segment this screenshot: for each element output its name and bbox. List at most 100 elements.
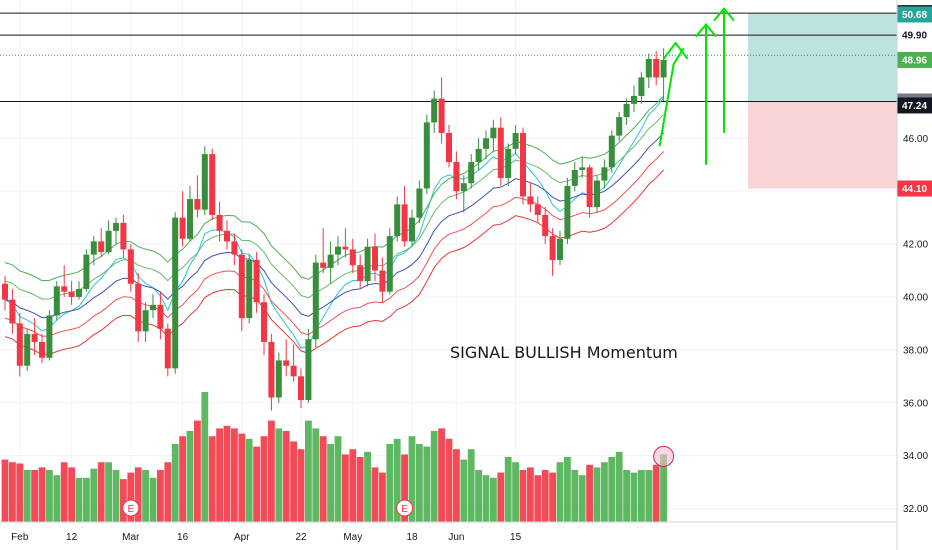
- volume-bars: [1, 392, 667, 522]
- volume-bar-71: [527, 467, 534, 522]
- volume-bar-72: [534, 475, 542, 522]
- volume-bar-39: [290, 441, 297, 522]
- volume-bar-34: [253, 446, 260, 522]
- volume-bar-32: [238, 433, 246, 522]
- time-axis: Feb 12 Mar 16 Apr 22 May 18 Jun 15: [11, 532, 521, 543]
- volume-bar-74: [549, 472, 556, 522]
- candle-body-36: [268, 341, 275, 398]
- candle-body-4: [31, 333, 38, 342]
- volume-bar-56: [416, 444, 423, 522]
- candle-body-79: [586, 167, 593, 208]
- volume-bar-33: [245, 438, 253, 522]
- earnings-marker-label-0: E: [127, 504, 134, 515]
- volume-bar-63: [467, 449, 475, 522]
- candle-body-12: [90, 241, 97, 255]
- candle-body-10: [76, 289, 82, 297]
- price-tick-label-7: 46.00: [903, 134, 928, 145]
- candle-body-82: [608, 135, 615, 168]
- ma-band-1: [4, 95, 664, 282]
- candle-body-69: [512, 132, 519, 149]
- volume-bar-69: [512, 462, 519, 522]
- price-badge-2: 49.90: [902, 31, 927, 42]
- volume-bar-41: [305, 420, 312, 522]
- risk-reward-zones: [748, 13, 897, 189]
- volume-bar-31: [231, 428, 238, 522]
- candle-body-45: [335, 246, 341, 255]
- volume-bar-46: [342, 454, 349, 522]
- volume-bar-62: [460, 459, 468, 522]
- volume-bar-42: [312, 428, 320, 522]
- candle-body-57: [423, 122, 430, 189]
- price-badge-7: 44.10: [902, 184, 927, 195]
- stop-zone: [748, 101, 897, 189]
- candle-body-73: [542, 214, 549, 237]
- volume-bar-86: [638, 470, 645, 522]
- moving-average-bands: [4, 95, 664, 356]
- candle-body-58: [431, 98, 438, 123]
- candle-body-26: [194, 199, 201, 210]
- price-badge-bg-1: [897, 6, 932, 23]
- volume-bar-0: [1, 459, 9, 522]
- price-badge-bg-2: [897, 27, 932, 44]
- candle-body-46: [342, 246, 349, 250]
- candle-body-24: [179, 217, 186, 239]
- volume-bar-11: [83, 477, 90, 522]
- volume-highlight-circle: [653, 445, 675, 467]
- time-tick-label-0: Feb: [11, 532, 29, 543]
- candle-body-63: [468, 162, 475, 184]
- candle-body-8: [61, 286, 68, 292]
- price-tick-label-5: 42.00: [903, 240, 928, 251]
- candle-body-44: [327, 254, 334, 268]
- volume-bar-36: [268, 420, 275, 522]
- candle-body-47: [349, 249, 356, 266]
- volume-bar-53: [393, 438, 401, 522]
- volume-bar-66: [490, 477, 497, 522]
- volume-bar-57: [423, 446, 431, 522]
- volume-bar-5: [38, 467, 46, 522]
- target-zone: [748, 13, 897, 102]
- candle-body-50: [372, 246, 378, 271]
- time-tick-label-6: May: [343, 532, 362, 543]
- volume-bar-1: [9, 462, 16, 522]
- candle-body-37: [275, 360, 282, 398]
- arrow-head-1: [662, 41, 689, 60]
- volume-bar-24: [179, 436, 186, 522]
- candle-body-78: [579, 167, 586, 170]
- candle-body-54: [401, 204, 408, 242]
- candle-body-48: [357, 265, 364, 282]
- price-tick-label-0: 32.00: [903, 504, 928, 515]
- candle-body-77: [571, 169, 578, 186]
- volume-highlight: [653, 445, 675, 467]
- price-badge-4: 48.96: [902, 56, 927, 67]
- volume-bar-76: [564, 457, 571, 522]
- price-badge-bg-4: [897, 51, 932, 68]
- ma-band-2: [4, 114, 664, 300]
- candle-body-13: [98, 241, 105, 252]
- volume-bar-27: [201, 392, 209, 522]
- earnings-marker-0: [122, 499, 140, 517]
- candle-body-81: [601, 167, 608, 181]
- candle-body-40: [298, 376, 304, 401]
- arrow-head-2: [695, 22, 717, 38]
- candle-body-42: [312, 262, 319, 340]
- volume-bar-65: [482, 475, 490, 522]
- candle-body-89: [660, 59, 667, 78]
- candle-body-18: [135, 283, 142, 332]
- candle-body-38: [283, 360, 290, 366]
- volume-bar-87: [645, 470, 653, 522]
- volume-bar-48: [356, 457, 364, 522]
- volume-bar-21: [157, 470, 164, 522]
- candle-body-0: [2, 283, 8, 300]
- candle-body-75: [557, 238, 563, 260]
- candle-body-33: [246, 259, 253, 319]
- volume-bar-19: [142, 470, 149, 522]
- candle-body-70: [520, 132, 526, 197]
- volume-bar-28: [208, 436, 216, 522]
- candle-body-84: [623, 103, 630, 118]
- volume-bar-22: [164, 462, 172, 522]
- time-tick-label-2: Mar: [122, 532, 140, 543]
- candle-body-9: [68, 291, 75, 297]
- volume-bar-78: [578, 475, 586, 522]
